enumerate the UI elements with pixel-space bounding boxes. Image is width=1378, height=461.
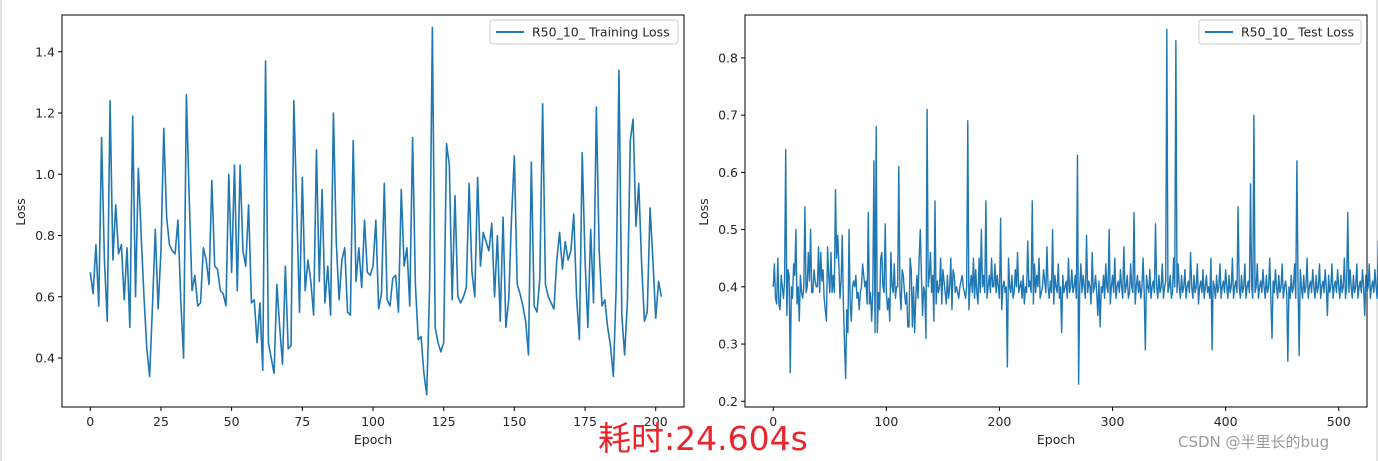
training-x-tick-label: 50 [224, 414, 240, 429]
test-x-tick-label: 400 [1214, 414, 1238, 429]
left-frame-border [0, 0, 2, 461]
training-loss-line [89, 26, 663, 396]
test-loss-chart: 0.2 0.3 0.4 0.5 0.6 0.7 0.8 0 100 200 300 400 500 E… [696, 14, 1378, 447]
training-x-tick-label: 200 [644, 414, 668, 429]
training-y-tick-label: 1.0 [35, 167, 55, 182]
training-y-axis-label: Loss [13, 198, 28, 225]
test-legend-box [1198, 19, 1362, 45]
test-legend: R50_10_ Test Loss [1198, 19, 1362, 45]
test-legend-label: R50_10_ Test Loss [1241, 25, 1354, 40]
training-loss-chart: 0.4 0.6 0.8 1.0 1.2 1.4 0 25 50 75 100 125 150 175 20… [13, 14, 685, 447]
training-x-tick-label: 175 [573, 414, 597, 429]
test-x-axis-label: Epoch [1037, 432, 1075, 447]
test-x-tick-label: 0 [769, 414, 777, 429]
training-x-tick-label: 150 [502, 414, 526, 429]
test-y-tick-label: 0.8 [718, 50, 738, 65]
training-x-tick-label: 100 [361, 414, 385, 429]
training-x-axis-label: Epoch [354, 432, 392, 447]
test-x-tick-label: 200 [988, 414, 1012, 429]
elapsed-time-overlay: 耗时:24.604s [598, 419, 808, 458]
test-x-ticks: 0 100 200 300 400 500 [769, 407, 1351, 429]
test-x-tick-label: 100 [874, 414, 898, 429]
training-y-tick-label: 1.2 [35, 106, 55, 121]
csdn-watermark: CSDN @半里长的bug [1178, 433, 1330, 451]
training-y-tick-label: 0.8 [35, 228, 55, 243]
test-x-tick-label: 500 [1327, 414, 1351, 429]
training-x-tick-label: 0 [86, 414, 94, 429]
right-frame-border [1376, 0, 1378, 461]
training-y-tick-label: 0.6 [35, 289, 55, 304]
test-y-tick-label: 0.5 [718, 222, 738, 237]
test-x-tick-label: 300 [1101, 414, 1125, 429]
test-loss-line [772, 28, 1378, 385]
test-y-axis-label: Loss [696, 198, 711, 225]
test-y-tick-label: 0.3 [718, 337, 738, 352]
training-x-tick-label: 25 [153, 414, 169, 429]
training-y-ticks: 0.4 0.6 0.8 1.0 1.2 1.4 [35, 44, 62, 366]
training-x-tick-label: 75 [294, 414, 310, 429]
training-legend: R50_10_ Training Loss [489, 19, 679, 45]
training-y-tick-label: 0.4 [35, 351, 55, 366]
training-plot-area [61, 14, 685, 408]
training-y-tick-label: 1.4 [35, 44, 55, 59]
test-plot-area [744, 14, 1368, 408]
training-x-tick-label: 125 [432, 414, 456, 429]
test-y-tick-label: 0.4 [718, 279, 738, 294]
test-y-tick-label: 0.7 [718, 108, 738, 123]
training-legend-box [489, 19, 679, 45]
test-y-tick-label: 0.6 [718, 165, 738, 180]
test-y-tick-label: 0.2 [718, 394, 738, 409]
test-y-ticks: 0.2 0.3 0.4 0.5 0.6 0.7 0.8 [718, 50, 745, 409]
training-legend-label: R50_10_ Training Loss [532, 25, 670, 40]
training-x-ticks: 0 25 50 75 100 125 150 175 200 [86, 407, 668, 429]
